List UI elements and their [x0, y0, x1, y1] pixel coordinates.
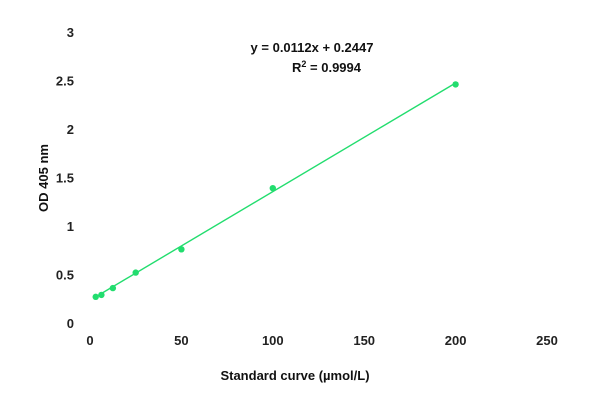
- data-point: [98, 291, 105, 299]
- y-tick-label: 0.5: [56, 268, 74, 283]
- x-tick-label: 0: [86, 333, 93, 348]
- x-tick-label: 50: [174, 333, 188, 348]
- x-tick-label: 150: [353, 333, 375, 348]
- y-tick-label: 2: [67, 122, 74, 137]
- x-axis-ticks: 0 50 100 150 200 250: [86, 333, 557, 348]
- x-tick-label: 200: [445, 333, 467, 348]
- data-point: [132, 269, 139, 276]
- y-tick-label: 2.5: [56, 74, 74, 89]
- r-squared-superscript: 2: [301, 59, 306, 69]
- r-squared-symbol: R: [292, 60, 302, 75]
- y-tick-label: 0: [67, 316, 74, 331]
- y-tick-label: 1: [67, 219, 74, 234]
- y-tick-label: 1.5: [56, 171, 74, 186]
- data-point: [178, 246, 185, 253]
- x-tick-label: 250: [536, 333, 558, 348]
- x-axis-title: Standard curve (µmol/L): [220, 368, 369, 383]
- x-tick-label: 100: [262, 333, 284, 348]
- data-point: [92, 293, 99, 301]
- data-point: [109, 284, 117, 292]
- r-squared-label: R2 = 0.9994: [292, 59, 362, 75]
- data-point: [452, 81, 459, 88]
- trendline: [95, 82, 456, 298]
- r-squared-value: = 0.9994: [306, 60, 361, 75]
- y-axis-title: OD 405 nm: [36, 144, 51, 212]
- data-points: [92, 81, 459, 301]
- trendline-equation: y = 0.0112x + 0.2447: [251, 40, 374, 55]
- y-axis-ticks: 0 0.5 1 1.5 2 2.5 3: [56, 25, 74, 331]
- y-tick-label: 3: [67, 25, 74, 40]
- data-point: [269, 185, 276, 192]
